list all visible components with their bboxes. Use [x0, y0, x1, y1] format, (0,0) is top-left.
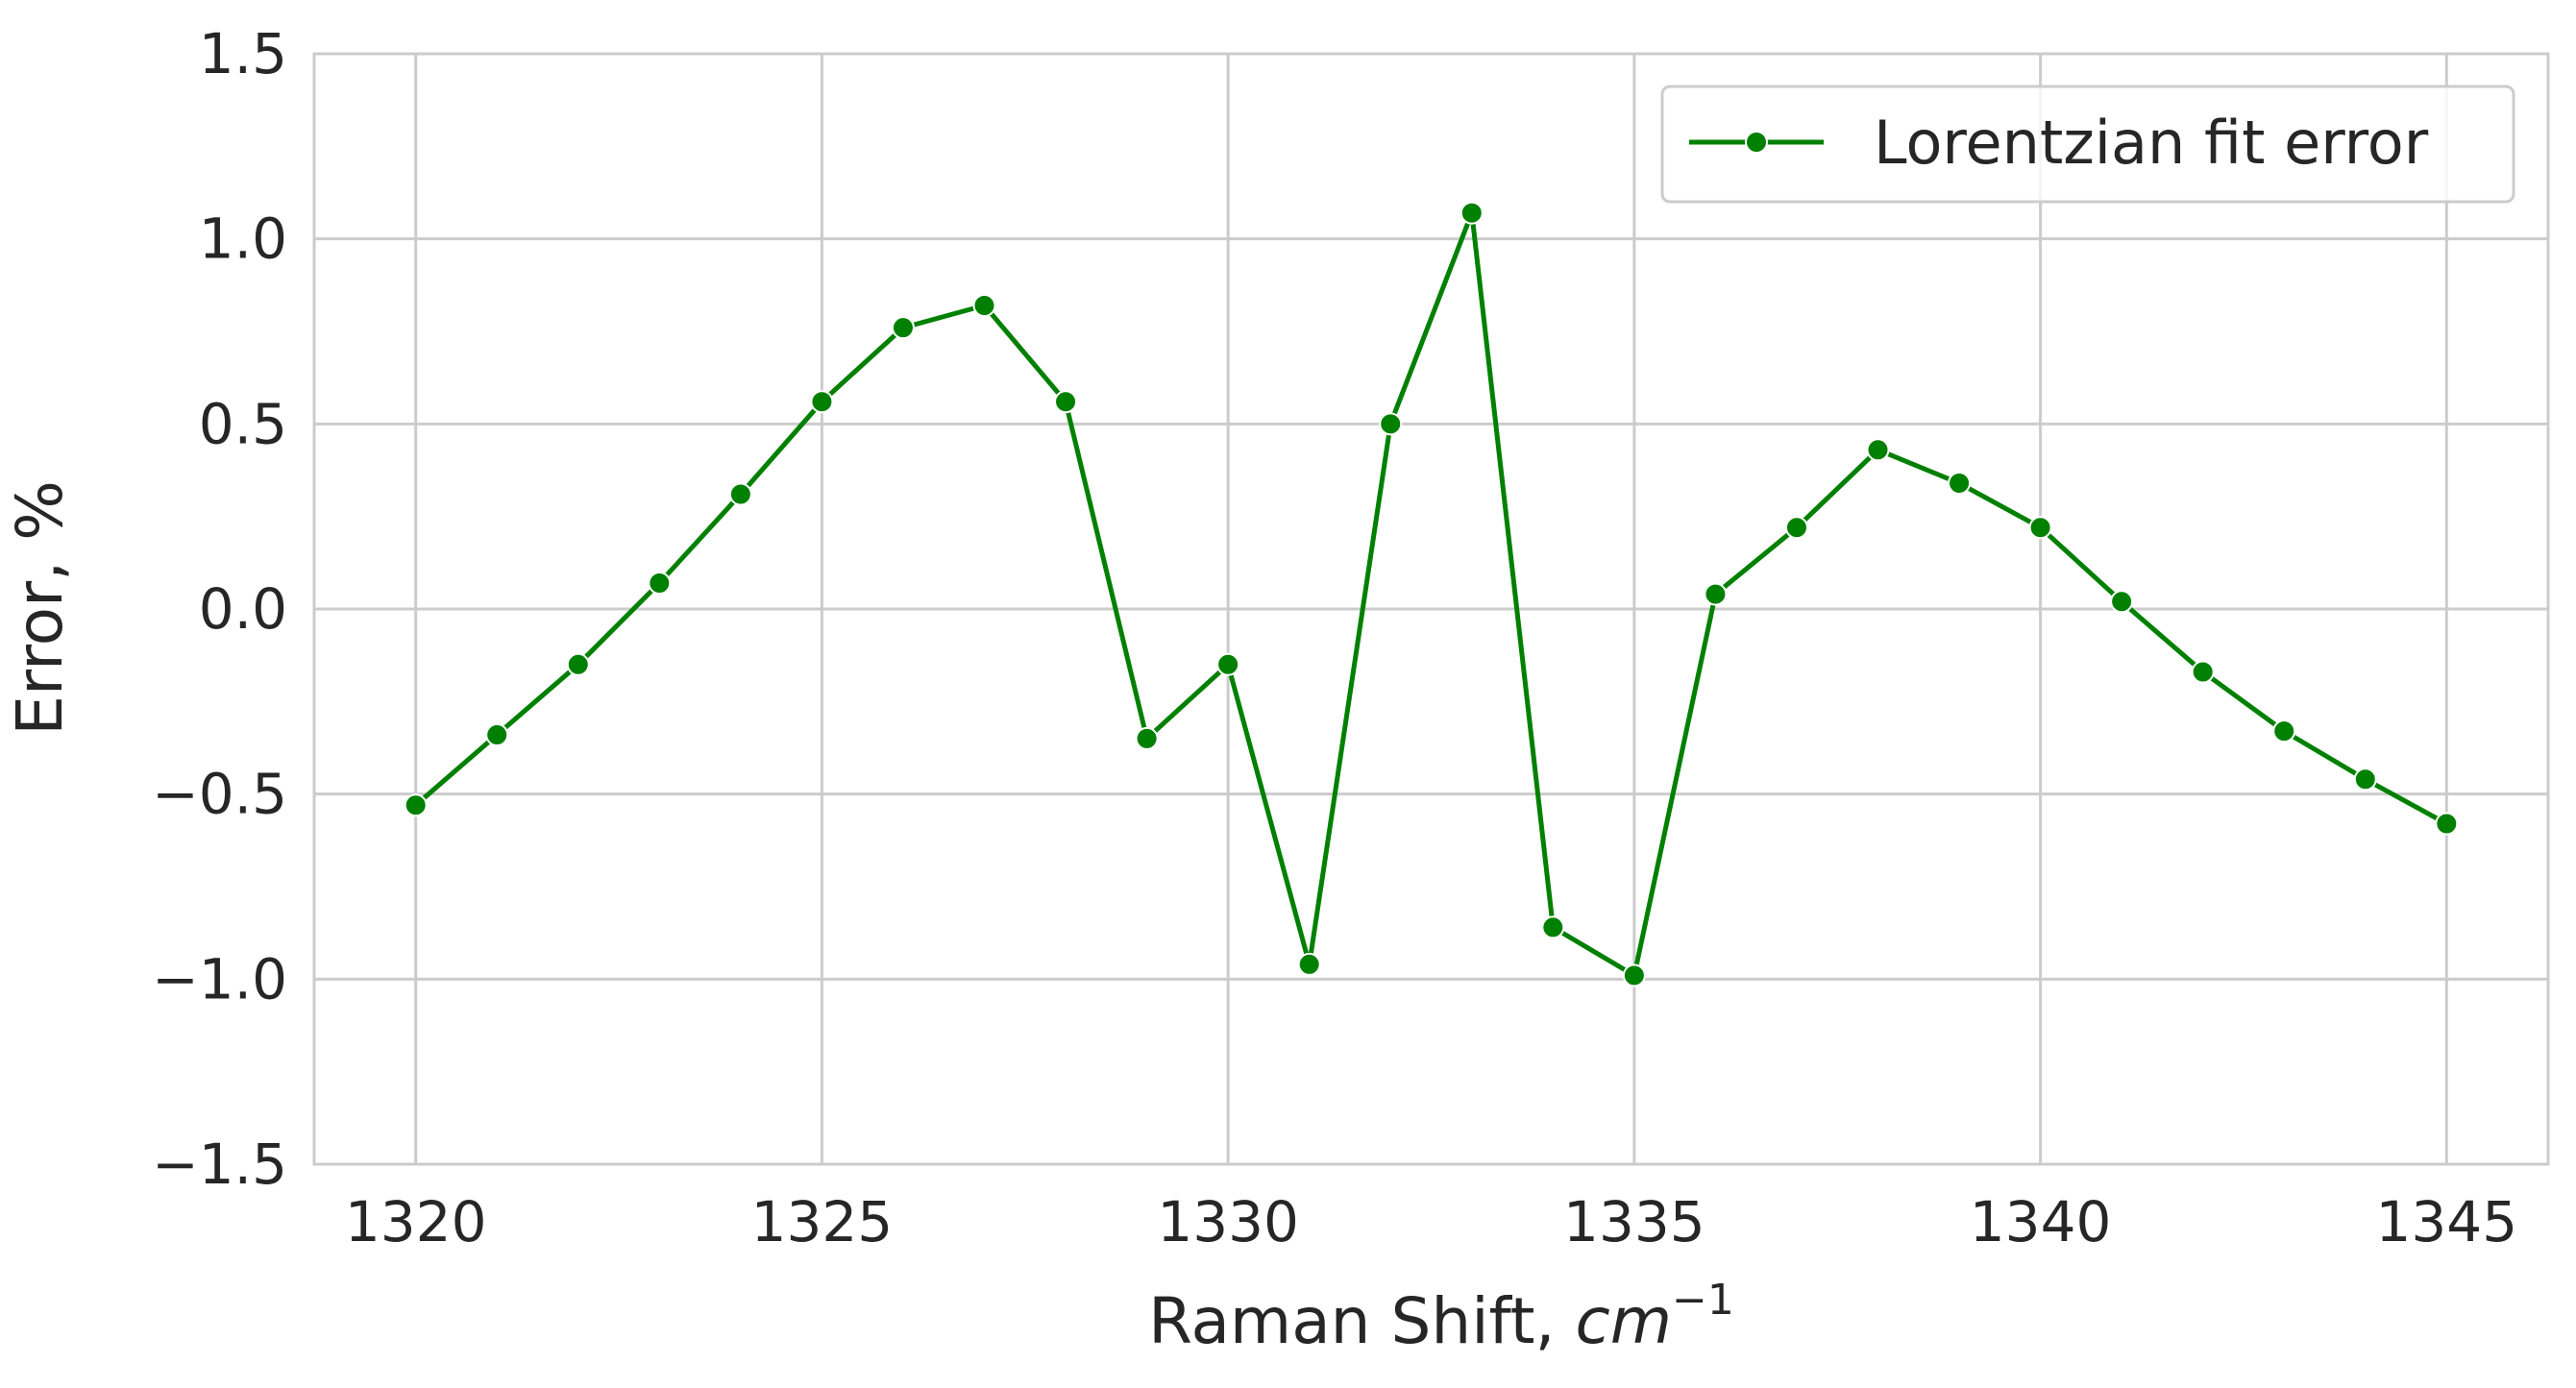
x-axis-title-unit: cm — [1575, 1284, 1672, 1358]
data-point — [891, 316, 915, 340]
data-point — [1948, 471, 1972, 495]
data-point — [2028, 516, 2052, 540]
plot-area-frame — [312, 52, 2550, 1166]
x-axis-title: Raman Shift, cm−1 — [1148, 1276, 1734, 1358]
data-point — [648, 572, 672, 596]
y-tick-label: −0.5 — [152, 762, 287, 827]
series-line — [414, 210, 2448, 978]
data-point — [1784, 516, 1808, 540]
data-point — [1216, 652, 1240, 676]
y-tick-label: −1.5 — [152, 1132, 287, 1197]
x-axis-ticks: 1320 1325 1330 1335 1340 1345 — [345, 1189, 2517, 1254]
x-tick-label: 1325 — [751, 1189, 894, 1254]
y-tick-label: 0.0 — [199, 576, 287, 642]
x-tick-label: 1340 — [1970, 1189, 2112, 1254]
grid-lines — [314, 52, 2548, 1166]
x-tick-label: 1345 — [2376, 1189, 2518, 1254]
data-point — [1297, 952, 1321, 976]
legend-label: Lorentzian fit error — [1874, 108, 2429, 178]
data-point — [566, 652, 590, 676]
data-point — [1460, 201, 1484, 225]
y-axis-ticks: −1.5 −1.0 −0.5 0.0 0.5 1.0 1.5 — [152, 21, 287, 1197]
y-tick-label: 1.5 — [199, 21, 287, 86]
y-axis-title: Error, % — [3, 480, 77, 736]
data-point — [1135, 726, 1159, 750]
data-point — [972, 294, 996, 318]
data-point — [1379, 412, 1403, 436]
x-tick-label: 1330 — [1157, 1189, 1299, 1254]
y-tick-label: 1.0 — [199, 207, 287, 272]
data-point — [728, 482, 752, 506]
data-point — [1054, 390, 1078, 414]
data-point — [485, 723, 509, 747]
x-axis-title-text: Raman Shift, — [1148, 1284, 1575, 1358]
legend-frame — [1660, 85, 2515, 204]
y-tick-label: 0.5 — [199, 391, 287, 456]
data-point — [810, 390, 834, 414]
x-axis-title-exponent: −1 — [1672, 1276, 1734, 1325]
data-point — [1622, 963, 1646, 987]
legend-marker-swatch — [1745, 131, 1768, 154]
data-point — [2110, 590, 2134, 614]
data-point — [2353, 767, 2377, 791]
data-point — [1704, 582, 1728, 606]
data-point — [1866, 438, 1890, 462]
data-point — [2191, 660, 2215, 684]
x-tick-label: 1320 — [345, 1189, 487, 1254]
y-tick-label: −1.0 — [152, 946, 287, 1011]
legend: Lorentzian fit error — [1660, 85, 2515, 204]
data-point — [2272, 719, 2296, 743]
data-point — [2435, 812, 2459, 836]
data-point — [1541, 915, 1565, 939]
data-point — [404, 793, 428, 817]
series-layer — [404, 201, 2459, 987]
x-tick-label: 1335 — [1563, 1189, 1705, 1254]
